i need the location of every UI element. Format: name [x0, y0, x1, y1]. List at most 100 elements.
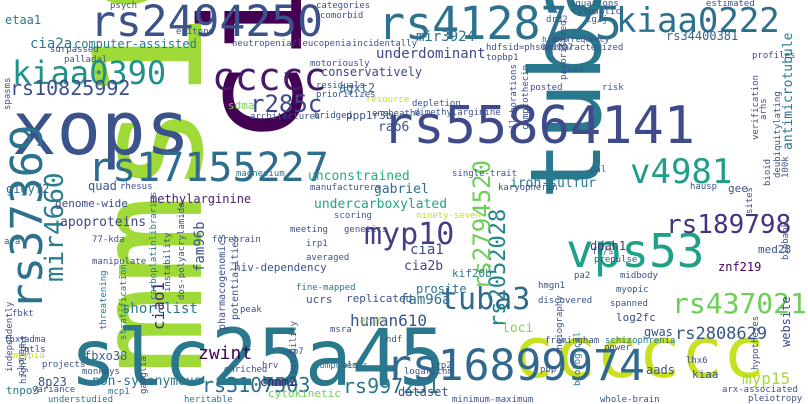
word: cccccc — [512, 312, 765, 394]
word: spanned — [610, 299, 648, 309]
word: usp7 — [282, 347, 304, 357]
word: apoproteins — [60, 215, 147, 230]
word: biobank — [781, 222, 791, 260]
word: prosite — [416, 282, 467, 296]
word: dos-polyacrylamide — [177, 202, 187, 300]
word: replicated — [346, 292, 413, 305]
word: ucrs — [306, 293, 333, 306]
word: manipulate — [92, 257, 147, 267]
word: topbp1 — [486, 53, 519, 63]
word: epitope — [176, 27, 214, 37]
word: residuals — [316, 81, 365, 91]
word: collaborations — [509, 64, 519, 140]
word: uncharacterized — [542, 43, 624, 53]
word: averaged — [306, 253, 350, 263]
word: 100k — [781, 156, 791, 178]
word: hdf — [386, 335, 403, 345]
word: fbxo38 — [84, 349, 128, 363]
word: fbxt — [4, 335, 26, 345]
word: bridged — [314, 111, 352, 121]
word: website — [779, 296, 793, 347]
word: incidentally — [352, 39, 418, 49]
word: shortlist — [122, 301, 198, 317]
word: ccccc — [212, 55, 327, 99]
word: depletion — [412, 99, 461, 109]
word: rs17155227 — [88, 145, 329, 191]
word: 8p23 — [38, 375, 67, 389]
word: pal — [590, 165, 607, 175]
word: hausp — [690, 182, 718, 192]
word: cnnm2 — [260, 375, 297, 389]
word: msra — [330, 325, 352, 335]
word: resource — [366, 95, 410, 105]
word: zwint — [198, 343, 253, 364]
word: rs10825992 — [10, 76, 131, 100]
word: gwas — [644, 325, 673, 339]
word: rs4128725 — [378, 0, 622, 50]
word: rs3107503 — [202, 373, 311, 397]
word: kif20b — [452, 267, 492, 280]
word: posted — [530, 83, 563, 93]
word: arx-associated — [722, 385, 798, 395]
word: tuba3 — [440, 282, 531, 317]
word: biological — [573, 331, 583, 386]
word: iron-sulfur — [510, 176, 597, 191]
word: schizophrenia — [605, 336, 676, 346]
word: hdfs — [486, 43, 508, 53]
word: ddah1 — [590, 239, 627, 253]
word: irp1 — [306, 239, 328, 249]
word: cia1 — [410, 242, 444, 258]
word: unconstrained — [308, 169, 410, 184]
word: mcp1 — [108, 387, 130, 397]
word: non-synonymous — [92, 374, 202, 389]
word: deubiquitylating — [773, 91, 783, 178]
word: tnpo3 — [6, 384, 40, 397]
word: conservatively — [321, 65, 423, 79]
word: sdma — [228, 99, 255, 112]
word: genetics — [344, 225, 388, 235]
word: rs55864141 — [382, 96, 696, 156]
word: surpassed — [50, 45, 99, 55]
word: arhs — [759, 98, 769, 120]
word: dimethylarginine — [414, 108, 501, 118]
word: framingham — [545, 336, 600, 346]
word: fam96a — [400, 292, 451, 308]
word: myp10 — [364, 217, 455, 252]
word: fine-mapped — [296, 283, 356, 293]
word: ninety-seven — [416, 211, 482, 221]
word: cytokinetic — [268, 387, 341, 400]
word: prioritizes — [316, 90, 376, 100]
word: tmp — [552, 35, 569, 45]
word: discovered — [538, 296, 593, 306]
word: scoring — [334, 211, 372, 221]
word: xops — [12, 86, 191, 172]
word: rab6 — [378, 120, 410, 135]
word: risk — [602, 83, 624, 93]
word: spasms — [3, 77, 13, 110]
word: med28 — [758, 243, 792, 256]
word: myopia — [12, 351, 45, 361]
word: cytosolic — [572, 7, 621, 17]
word: quad — [88, 179, 117, 193]
word: kiaa0222 — [616, 1, 780, 41]
word: gabriel — [374, 182, 429, 197]
word: monkeys — [82, 367, 120, 377]
word: magnesium — [236, 169, 285, 179]
word: qtls — [24, 345, 46, 355]
word: draft — [360, 317, 388, 327]
word: etaa1 — [5, 13, 42, 27]
word: irp2 — [430, 361, 452, 371]
word: pa2 — [574, 271, 591, 281]
word: cia2a — [30, 36, 73, 52]
word: ppp1r3b — [346, 109, 393, 122]
word: enriched — [224, 365, 268, 375]
word: categories — [316, 1, 371, 11]
word: rs2494250 — [90, 0, 323, 47]
word: id=phs000007 — [508, 43, 574, 53]
word: bioid — [763, 158, 773, 186]
word: hmgn1 — [538, 281, 566, 291]
word: fe/s — [592, 247, 614, 257]
word: cia2b — [404, 259, 444, 274]
word: single-trait — [452, 169, 518, 179]
